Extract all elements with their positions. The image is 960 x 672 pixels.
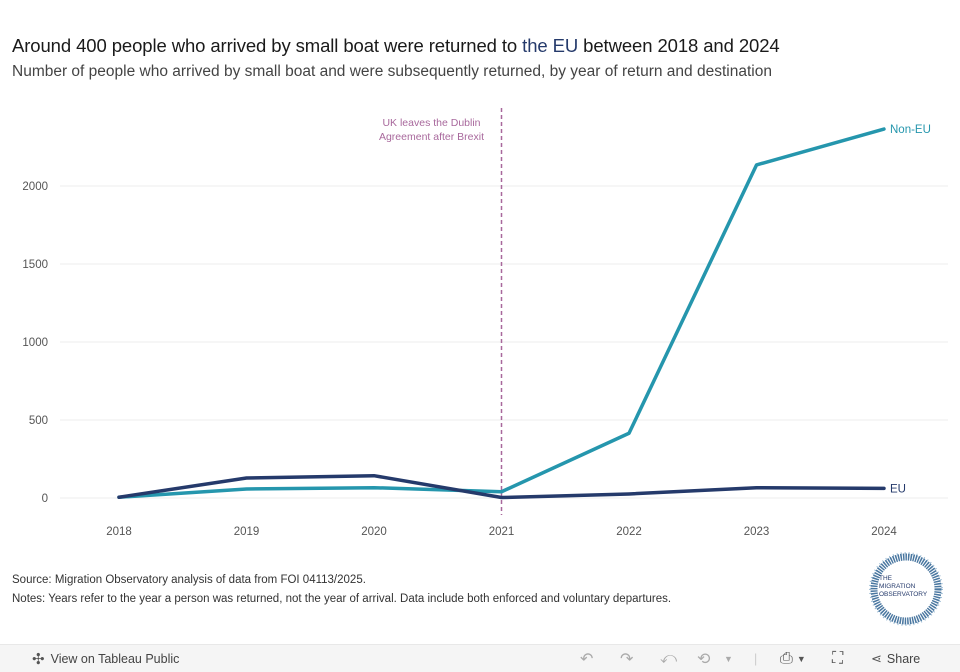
undo-icon[interactable]: ↶	[580, 650, 594, 668]
share-label: Share	[886, 651, 921, 666]
migration-observatory-logo[interactable]: THE MIGRATION OBSERVATORY	[866, 549, 946, 629]
share-button[interactable]: ⋖ Share	[871, 645, 920, 672]
data-point-eu	[372, 474, 376, 477]
data-point-eu	[627, 492, 631, 496]
data-point-eu	[500, 496, 503, 499]
logo-ring-icon: THE MIGRATION OBSERVATORY	[869, 552, 943, 626]
series-labels: Non-EU EU	[890, 124, 931, 495]
x-tick-label: 2020	[361, 526, 387, 538]
annotation: UK leaves the Dublin Agreement after Brex…	[379, 108, 503, 515]
data-point-non-eu	[882, 127, 886, 131]
y-axis: 0 500 1000 1500 2000	[22, 181, 48, 505]
x-tick-label: 2022	[616, 526, 642, 538]
x-tick-label: 2024	[871, 526, 897, 538]
x-tick-label: 2018	[106, 526, 132, 538]
refresh-dropdown-icon[interactable]: ▼	[724, 653, 733, 664]
series-lines	[117, 127, 886, 500]
y-tick-label: 1000	[22, 337, 48, 349]
series-label-non-eu: Non-EU	[890, 124, 931, 136]
line-chart: 0 500 1000 1500 2000 2018 2019 2020 2021 2022 202…	[22, 108, 948, 538]
series-label-eu: EU	[890, 483, 906, 495]
y-tick-label: 0	[42, 493, 48, 505]
data-point-eu	[117, 496, 121, 499]
view-on-tableau-label: View on Tableau Public	[50, 651, 180, 666]
data-point-non-eu	[245, 487, 248, 491]
data-point-non-eu	[372, 486, 376, 489]
source-note: Source: Migration Observatory analysis o…	[12, 574, 366, 586]
x-tick-label: 2019	[234, 526, 260, 538]
notes-text: Notes: Years refer to the year a person …	[12, 593, 672, 605]
annotation-text: Agreement after Brexit	[379, 131, 484, 143]
gridlines	[60, 185, 948, 499]
data-point-non-eu	[500, 490, 503, 493]
tableau-toolbar: ✣ View on Tableau Public ↶ ↷ ⤺ ⟲ ▼ | ⎙ ▼ …	[0, 644, 960, 672]
chart-title: Around 400 people who arrived by small b…	[12, 35, 780, 57]
logo-line-1: THE	[879, 575, 893, 582]
toolbar-divider: |	[754, 651, 758, 666]
data-point-non-eu	[627, 432, 631, 435]
tableau-logo-icon: ✣	[32, 650, 45, 668]
y-tick-label: 1500	[22, 259, 48, 271]
y-tick-label: 500	[29, 415, 48, 427]
share-icon: ⋖	[871, 650, 882, 666]
data-point-eu	[882, 487, 886, 490]
title-highlight: the EU	[522, 35, 579, 56]
refresh-icon[interactable]: ⟲	[697, 650, 711, 668]
y-tick-label: 2000	[22, 181, 48, 193]
download-icon[interactable]: ⎙ ▼	[780, 649, 806, 667]
fullscreen-icon[interactable]: ⛶	[832, 649, 844, 667]
annotation-text: UK leaves the Dublin	[382, 117, 480, 129]
view-on-tableau-link[interactable]: ✣ View on Tableau Public	[32, 645, 179, 672]
x-tick-label: 2021	[489, 526, 515, 538]
data-point-eu	[245, 476, 248, 480]
data-point-eu	[755, 486, 758, 489]
title-text-before: Around 400 people who arrived by small b…	[12, 35, 523, 56]
logo-line-2: MIGRATION	[879, 583, 916, 590]
download-dropdown-icon: ▼	[796, 653, 806, 664]
logo-line-3: OBSERVATORY	[879, 591, 928, 598]
data-point-non-eu	[755, 163, 758, 167]
x-axis: 2018 2019 2020 2021 2022 2023 2024	[106, 526, 897, 538]
title-text-after: between 2018 and 2024	[578, 35, 780, 56]
chart-subtitle: Number of people who arrived by small bo…	[12, 63, 772, 80]
redo-icon[interactable]: ↷	[620, 650, 634, 668]
revert-icon[interactable]: ⤺	[660, 649, 678, 667]
x-tick-label: 2023	[744, 526, 770, 538]
